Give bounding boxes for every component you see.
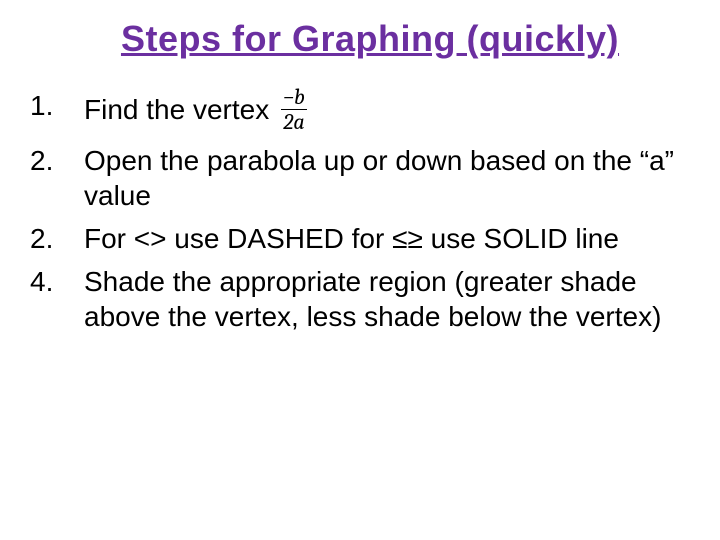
list-item: 1. Find the vertex −b2a: [30, 88, 694, 135]
step-text: For <> use DASHED for ≤≥ use SOLID line: [84, 221, 694, 256]
fraction-denominator: 2a: [281, 110, 307, 133]
steps-list: 1. Find the vertex −b2a 2. Open the para…: [26, 88, 694, 334]
step-text: Shade the appropriate region (greater sh…: [84, 264, 694, 334]
slide-title: Steps for Graphing (quickly): [46, 18, 694, 60]
step-number: 2.: [30, 143, 84, 178]
step-text: Find the vertex −b2a: [84, 88, 694, 135]
step-prefix: Find the vertex: [84, 94, 277, 125]
fraction-numerator: −b: [281, 86, 307, 110]
list-item: 2. For <> use DASHED for ≤≥ use SOLID li…: [30, 221, 694, 256]
slide: Steps for Graphing (quickly) 1. Find the…: [0, 0, 720, 540]
step-number: 2.: [30, 221, 84, 256]
step-number: 1.: [30, 88, 84, 123]
list-item: 2. Open the parabola up or down based on…: [30, 143, 694, 213]
fraction: −b2a: [281, 86, 307, 133]
step-number: 4.: [30, 264, 84, 299]
step-text: Open the parabola up or down based on th…: [84, 143, 694, 213]
list-item: 4. Shade the appropriate region (greater…: [30, 264, 694, 334]
